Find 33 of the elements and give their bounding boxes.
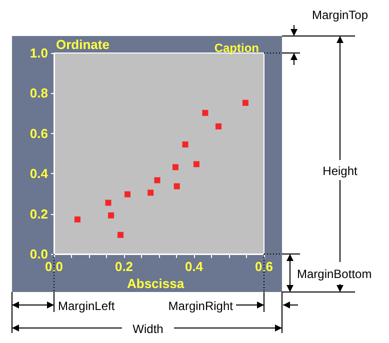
- y-tick-label: 1.0: [30, 46, 48, 60]
- point: [108, 212, 114, 218]
- text: MarginBottom: [297, 267, 372, 281]
- point: [193, 161, 200, 168]
- point: [148, 190, 154, 196]
- point: [172, 164, 178, 170]
- text: MarginRight: [168, 299, 234, 313]
- point: [216, 123, 222, 130]
- chart-title: Caption: [214, 41, 260, 55]
- text: MarginLeft: [58, 299, 116, 313]
- y-tick-label: 0.4: [30, 166, 49, 182]
- y-axis-title: Ordinate: [56, 37, 110, 52]
- y-tick-label: 0.6: [30, 126, 48, 141]
- y-tick-label: 0.0: [30, 246, 48, 262]
- point: [154, 177, 160, 184]
- point: [202, 110, 208, 116]
- x-tick-label: 0.2: [114, 259, 134, 274]
- point: [118, 232, 124, 238]
- y-tick-label: 0.8: [30, 86, 48, 101]
- point: [242, 100, 248, 106]
- point: [105, 200, 112, 206]
- x-axis-title: Abscissa: [127, 276, 185, 291]
- text: MarginTop: [312, 8, 368, 22]
- text: Width: [132, 322, 164, 336]
- y-tick-label: 0.2: [30, 206, 48, 222]
- x-tick-label: 0.4: [184, 259, 204, 274]
- point: [182, 141, 188, 148]
- point: [124, 191, 130, 198]
- point: [174, 183, 180, 190]
- x-tick-label: 0.0: [44, 259, 64, 274]
- x-tick-label: 0.6: [254, 259, 274, 274]
- text: Height: [322, 164, 358, 178]
- point: [74, 216, 80, 222]
